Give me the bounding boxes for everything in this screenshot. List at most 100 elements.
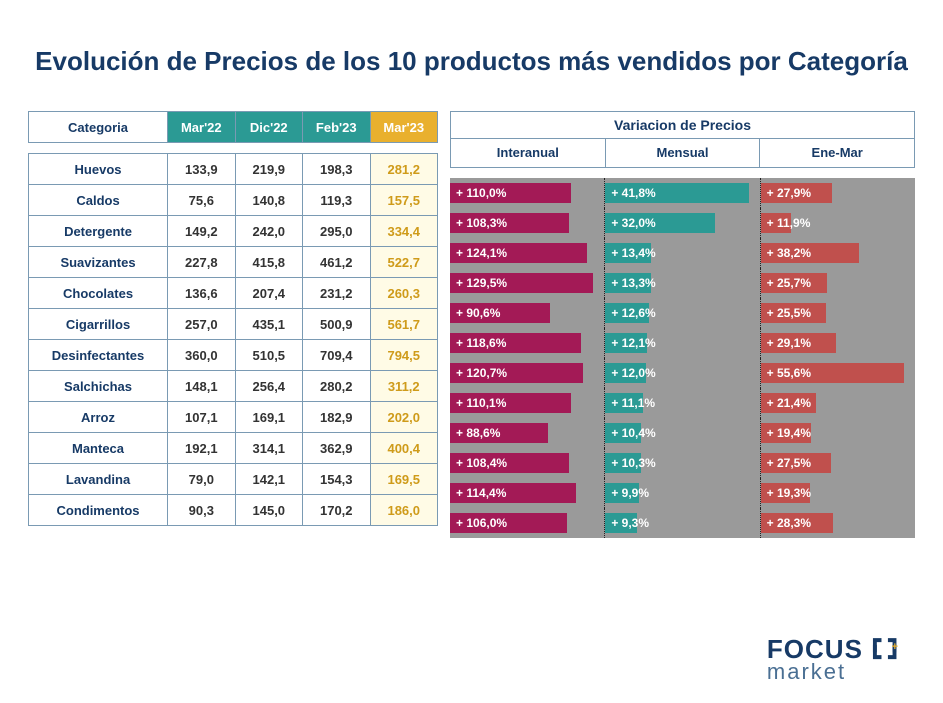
cell-feb23: 119,3 <box>303 185 370 216</box>
cell-mar22: 192,1 <box>168 433 235 464</box>
bar-interanual: + 88,6% <box>450 423 548 443</box>
cell-mar22: 75,6 <box>168 185 235 216</box>
subhead-ene-mar: Ene-Mar <box>759 139 914 167</box>
chart-row: + 108,3%+ 32,0% + 11,9% <box>450 208 915 238</box>
bar-interanual: + 114,4% <box>450 483 576 503</box>
table-row: Manteca192,1314,1362,9400,4 <box>29 433 438 464</box>
chart-row: + 120,7% + 12,0% + 55,6% <box>450 358 915 388</box>
cell-feb23: 170,2 <box>303 495 370 526</box>
subhead-interanual: Interanual <box>451 139 605 167</box>
cell-dic22: 169,1 <box>235 402 302 433</box>
chart-cell: + 10,4% <box>604 418 759 448</box>
chart-cell: + 41,8% <box>604 178 759 208</box>
bar-interanual: + 90,6% <box>450 303 550 323</box>
prices-table-wrap: Categoria Mar'22 Dic'22 Feb'23 Mar'23 Hu… <box>28 111 438 538</box>
cell-feb23: 500,9 <box>303 309 370 340</box>
chart-cell: + 38,2% <box>760 238 915 268</box>
th-mar23: Mar'23 <box>370 112 438 143</box>
bar-ene-mar: + 29,1% <box>761 333 836 353</box>
cell-dic22: 140,8 <box>235 185 302 216</box>
chart-cell: + 90,6% <box>450 298 604 328</box>
cell-category: Condimentos <box>29 495 168 526</box>
cell-dic22: 256,4 <box>235 371 302 402</box>
cell-mar22: 79,0 <box>168 464 235 495</box>
variation-title: Variacion de Precios <box>450 111 915 139</box>
cell-category: Huevos <box>29 154 168 185</box>
bar-mensual: + 13,4% <box>605 243 651 263</box>
chart-cell: + 12,1% <box>604 328 759 358</box>
bar-ene-mar: + 19,3% <box>761 483 811 503</box>
cell-category: Chocolates <box>29 278 168 309</box>
bar-interanual: + 118,6% <box>450 333 581 353</box>
bar-mensual: + 9,9% <box>605 483 639 503</box>
bar-interanual: + 110,0% <box>450 183 571 203</box>
chart-cell: + 11,9% <box>760 208 915 238</box>
subhead-mensual: Mensual <box>605 139 760 167</box>
chart-cell: + 108,3% <box>450 208 604 238</box>
chart-row: + 110,0% + 41,8%+ 27,9% <box>450 178 915 208</box>
bar-mensual: + 32,0% <box>605 213 715 233</box>
chart-cell: + 21,4% <box>760 388 915 418</box>
bar-ene-mar: + 55,6% <box>761 363 904 383</box>
variation-subheads: Interanual Mensual Ene-Mar <box>450 139 915 168</box>
cell-feb23: 709,4 <box>303 340 370 371</box>
cell-feb23: 461,2 <box>303 247 370 278</box>
cell-dic22: 435,1 <box>235 309 302 340</box>
chart-cell: + 12,0% <box>604 358 759 388</box>
cell-dic22: 142,1 <box>235 464 302 495</box>
chart-cell: + 110,1% <box>450 388 604 418</box>
table-row: Suavizantes227,8415,8461,2522,7 <box>29 247 438 278</box>
content-grid: Categoria Mar'22 Dic'22 Feb'23 Mar'23 Hu… <box>28 111 915 538</box>
chart-cell: + 12,6% <box>604 298 759 328</box>
cell-category: Cigarrillos <box>29 309 168 340</box>
bar-mensual: + 12,6% <box>605 303 648 323</box>
variation-panel: Variacion de Precios Interanual Mensual … <box>450 111 915 538</box>
cell-dic22: 207,4 <box>235 278 302 309</box>
bar-ene-mar: + 19,4% <box>761 423 811 443</box>
chart-cell: + 27,5% <box>760 448 915 478</box>
cell-mar23: 281,2 <box>370 154 438 185</box>
cell-mar22: 148,1 <box>168 371 235 402</box>
cell-mar22: 149,2 <box>168 216 235 247</box>
cell-category: Manteca <box>29 433 168 464</box>
table-row: Condimentos90,3145,0170,2186,0 <box>29 495 438 526</box>
page: Evolución de Precios de los 10 productos… <box>0 0 943 703</box>
cell-category: Caldos <box>29 185 168 216</box>
prices-table: Categoria Mar'22 Dic'22 Feb'23 Mar'23 Hu… <box>28 111 438 526</box>
bar-mensual: + 12,0% <box>605 363 646 383</box>
th-feb23: Feb'23 <box>303 112 370 143</box>
chart-cell: + 110,0% <box>450 178 604 208</box>
bar-mensual: + 10,4% <box>605 423 641 443</box>
page-title: Evolución de Precios de los 10 productos… <box>28 46 915 77</box>
bar-mensual: + 13,3% <box>605 273 651 293</box>
cell-dic22: 510,5 <box>235 340 302 371</box>
chart-cell: + 19,4% <box>760 418 915 448</box>
chart-cell: + 32,0% <box>604 208 759 238</box>
chart-cell: + 27,9% <box>760 178 915 208</box>
cell-mar23: 186,0 <box>370 495 438 526</box>
cell-category: Detergente <box>29 216 168 247</box>
bar-interanual: + 120,7% <box>450 363 583 383</box>
cell-category: Salchichas <box>29 371 168 402</box>
cell-feb23: 154,3 <box>303 464 370 495</box>
cell-mar23: 202,0 <box>370 402 438 433</box>
table-row: Salchichas148,1256,4280,2311,2 <box>29 371 438 402</box>
cell-feb23: 295,0 <box>303 216 370 247</box>
cell-mar23: 260,3 <box>370 278 438 309</box>
cell-mar23: 311,2 <box>370 371 438 402</box>
cell-category: Lavandina <box>29 464 168 495</box>
table-row: Lavandina79,0142,1154,3169,5 <box>29 464 438 495</box>
bar-ene-mar: + 25,5% <box>761 303 827 323</box>
chart-cell: + 29,1% <box>760 328 915 358</box>
cell-mar23: 794,5 <box>370 340 438 371</box>
cell-dic22: 219,9 <box>235 154 302 185</box>
chart-cell: + 124,1% <box>450 238 604 268</box>
th-mar22: Mar'22 <box>168 112 235 143</box>
chart-row: + 118,6% + 12,1%+ 29,1% <box>450 328 915 358</box>
chart-cell: + 114,4% <box>450 478 604 508</box>
cell-mar23: 522,7 <box>370 247 438 278</box>
bar-interanual: + 106,0% <box>450 513 567 533</box>
th-categoria: Categoria <box>29 112 168 143</box>
cell-feb23: 198,3 <box>303 154 370 185</box>
cell-mar22: 107,1 <box>168 402 235 433</box>
